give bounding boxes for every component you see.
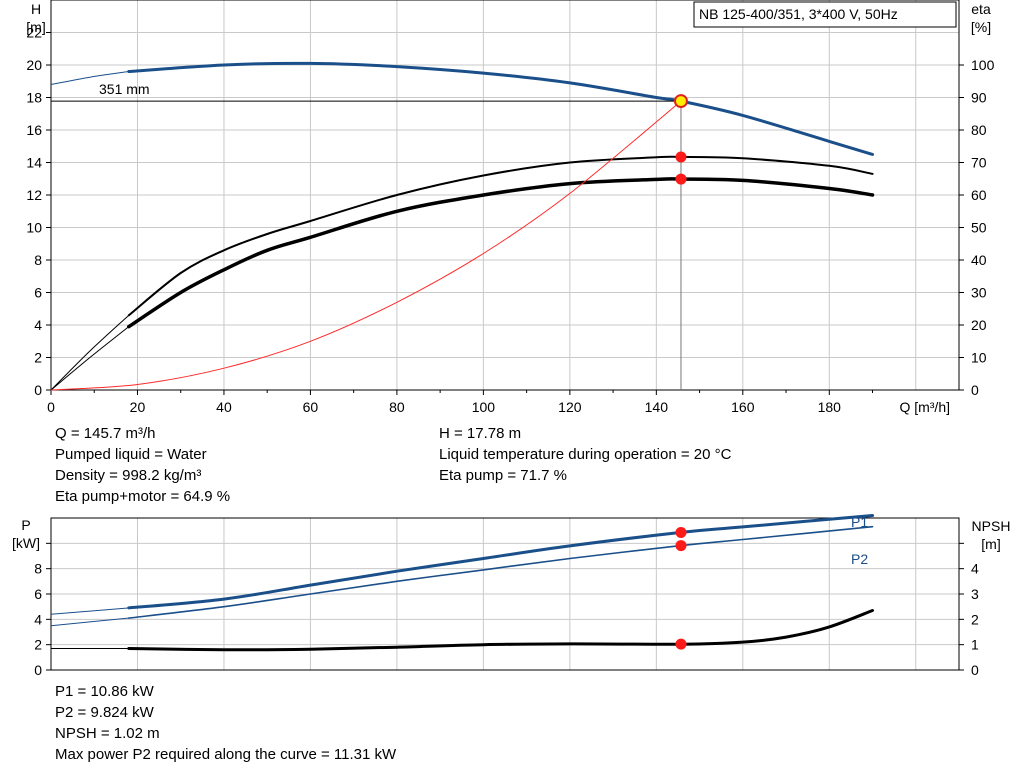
power-chart-grid (51, 518, 959, 670)
h-tick-label: 16 (26, 122, 42, 138)
h-tick-label: 2 (34, 350, 42, 366)
x-tick-label: 40 (216, 399, 232, 415)
p1-curve (127, 514, 874, 610)
p1-series-label: P1 (851, 514, 868, 530)
npsh-tick-label: 0 (971, 662, 979, 678)
operating-point-markers (673, 94, 688, 650)
q-axis-label: Q [m³/h] (899, 399, 950, 415)
h-axis-label: H [m] (26, 1, 45, 35)
p2-series-label: P2 (851, 551, 868, 567)
eta-tick-label: 60 (971, 187, 987, 203)
x-tick-label: 60 (303, 399, 319, 415)
info-head: H = 17.78 m (439, 425, 522, 442)
pump-title: NB 125-400/351, 3*400 V, 50Hz (699, 6, 898, 22)
npsh-tick-label: 4 (971, 561, 979, 577)
operating-info-left: Q = 145.7 m³/h Pumped liquid = Water Den… (55, 423, 230, 507)
eta-pump-motor-curve (127, 177, 875, 329)
x-tick-label: 140 (645, 399, 669, 415)
eta-pump-motor-curve-extension (50, 326, 130, 391)
eta-pump-operating-point (675, 151, 687, 163)
p1-operating-point (675, 526, 687, 538)
x-tick-label: 180 (818, 399, 842, 415)
info-density: Density = 998.2 kg/m³ (55, 467, 202, 484)
eta-tick-label: 70 (971, 155, 987, 171)
eta-pump-motor-operating-point (675, 173, 687, 185)
info-p2: P2 = 9.824 kW (55, 704, 154, 721)
operating-info-right: H = 17.78 m Liquid temperature during op… (439, 423, 731, 486)
eta-tick-label: 0 (971, 382, 979, 398)
h-tick-label: 0 (34, 382, 42, 398)
eta-tick-label: 20 (971, 317, 987, 333)
info-liquid-temperature: Liquid temperature during operation = 20… (439, 446, 732, 463)
info-eta-pump-motor: Eta pump+motor = 64.9 % (55, 488, 231, 505)
npsh-axis-label: NPSH [m] (972, 518, 1011, 552)
x-tick-label: 120 (558, 399, 582, 415)
system-curve (50, 100, 682, 391)
npsh-tick-label: 2 (971, 611, 979, 627)
head-operating-point (673, 94, 688, 109)
x-tick-label: 80 (389, 399, 405, 415)
h-tick-label: 22 (26, 25, 42, 41)
head-curve (127, 61, 874, 156)
h-tick-label: 10 (26, 220, 42, 236)
eta-tick-label: 30 (971, 285, 987, 301)
power-chart-curves (50, 514, 874, 652)
p-tick-label: 6 (34, 586, 42, 602)
npsh-tick-label: 1 (971, 637, 979, 653)
eta-tick-label: 90 (971, 90, 987, 106)
info-flow: Q = 145.7 m³/h (55, 425, 156, 442)
impeller-diameter-label: 351 mm (99, 81, 150, 97)
npsh-operating-point (675, 638, 687, 650)
npsh-curve (127, 609, 874, 652)
p2-curve-extension (50, 617, 129, 627)
p2-curve (128, 525, 874, 619)
main-chart-curves (50, 61, 875, 391)
h-tick-label: 8 (34, 252, 42, 268)
p-tick-label: 2 (34, 637, 42, 653)
x-tick-label: 0 (47, 399, 55, 415)
pump-title-box (693, 1, 957, 28)
eta-pump-curve (127, 155, 874, 317)
h-tick-label: 6 (34, 285, 42, 301)
h-tick-label: 12 (26, 187, 42, 203)
x-tick-label: 20 (130, 399, 146, 415)
eta-axis-label: eta [%] (971, 1, 991, 35)
h-tick-label: 18 (26, 90, 42, 106)
h-tick-label: 20 (26, 57, 42, 73)
power-chart-ticks: 0 2 4 6 8 0 1 2 3 4 (34, 542, 979, 678)
main-chart-grid (51, 0, 959, 390)
head-curve-extension (50, 71, 129, 85)
main-chart-ticks: 0 20 40 60 80 100 120 140 160 1800246810121416182… (26, 25, 994, 416)
info-eta-pump: Eta pump = 71.7 % (439, 467, 567, 484)
h-tick-label: 14 (26, 155, 42, 171)
p-tick-label: 0 (34, 662, 42, 678)
p-axis-label: P [kW] (12, 517, 40, 551)
npsh-tick-label: 3 (971, 586, 979, 602)
h-tick-label: 4 (34, 317, 42, 333)
power-info: P1 = 10.86 kW P2 = 9.824 kW NPSH = 1.02 … (55, 681, 396, 765)
x-tick-label: 100 (472, 399, 496, 415)
info-pumped-liquid: Pumped liquid = Water (55, 446, 207, 463)
eta-tick-label: 40 (971, 252, 987, 268)
eta-tick-label: 50 (971, 220, 987, 236)
p-tick-label: 8 (34, 561, 42, 577)
eta-tick-label: 100 (971, 57, 995, 73)
info-max-power: Max power P2 required along the curve = … (55, 746, 397, 763)
info-p1: P1 = 10.86 kW (55, 683, 154, 700)
p2-operating-point (675, 540, 687, 552)
eta-tick-label: 80 (971, 122, 987, 138)
p-tick-label: 4 (34, 611, 42, 627)
p1-curve-extension (50, 607, 129, 615)
info-npsh: NPSH = 1.02 m (55, 725, 160, 742)
eta-pump-curve-extension (50, 314, 130, 391)
x-tick-label: 160 (731, 399, 755, 415)
eta-tick-label: 10 (971, 350, 987, 366)
